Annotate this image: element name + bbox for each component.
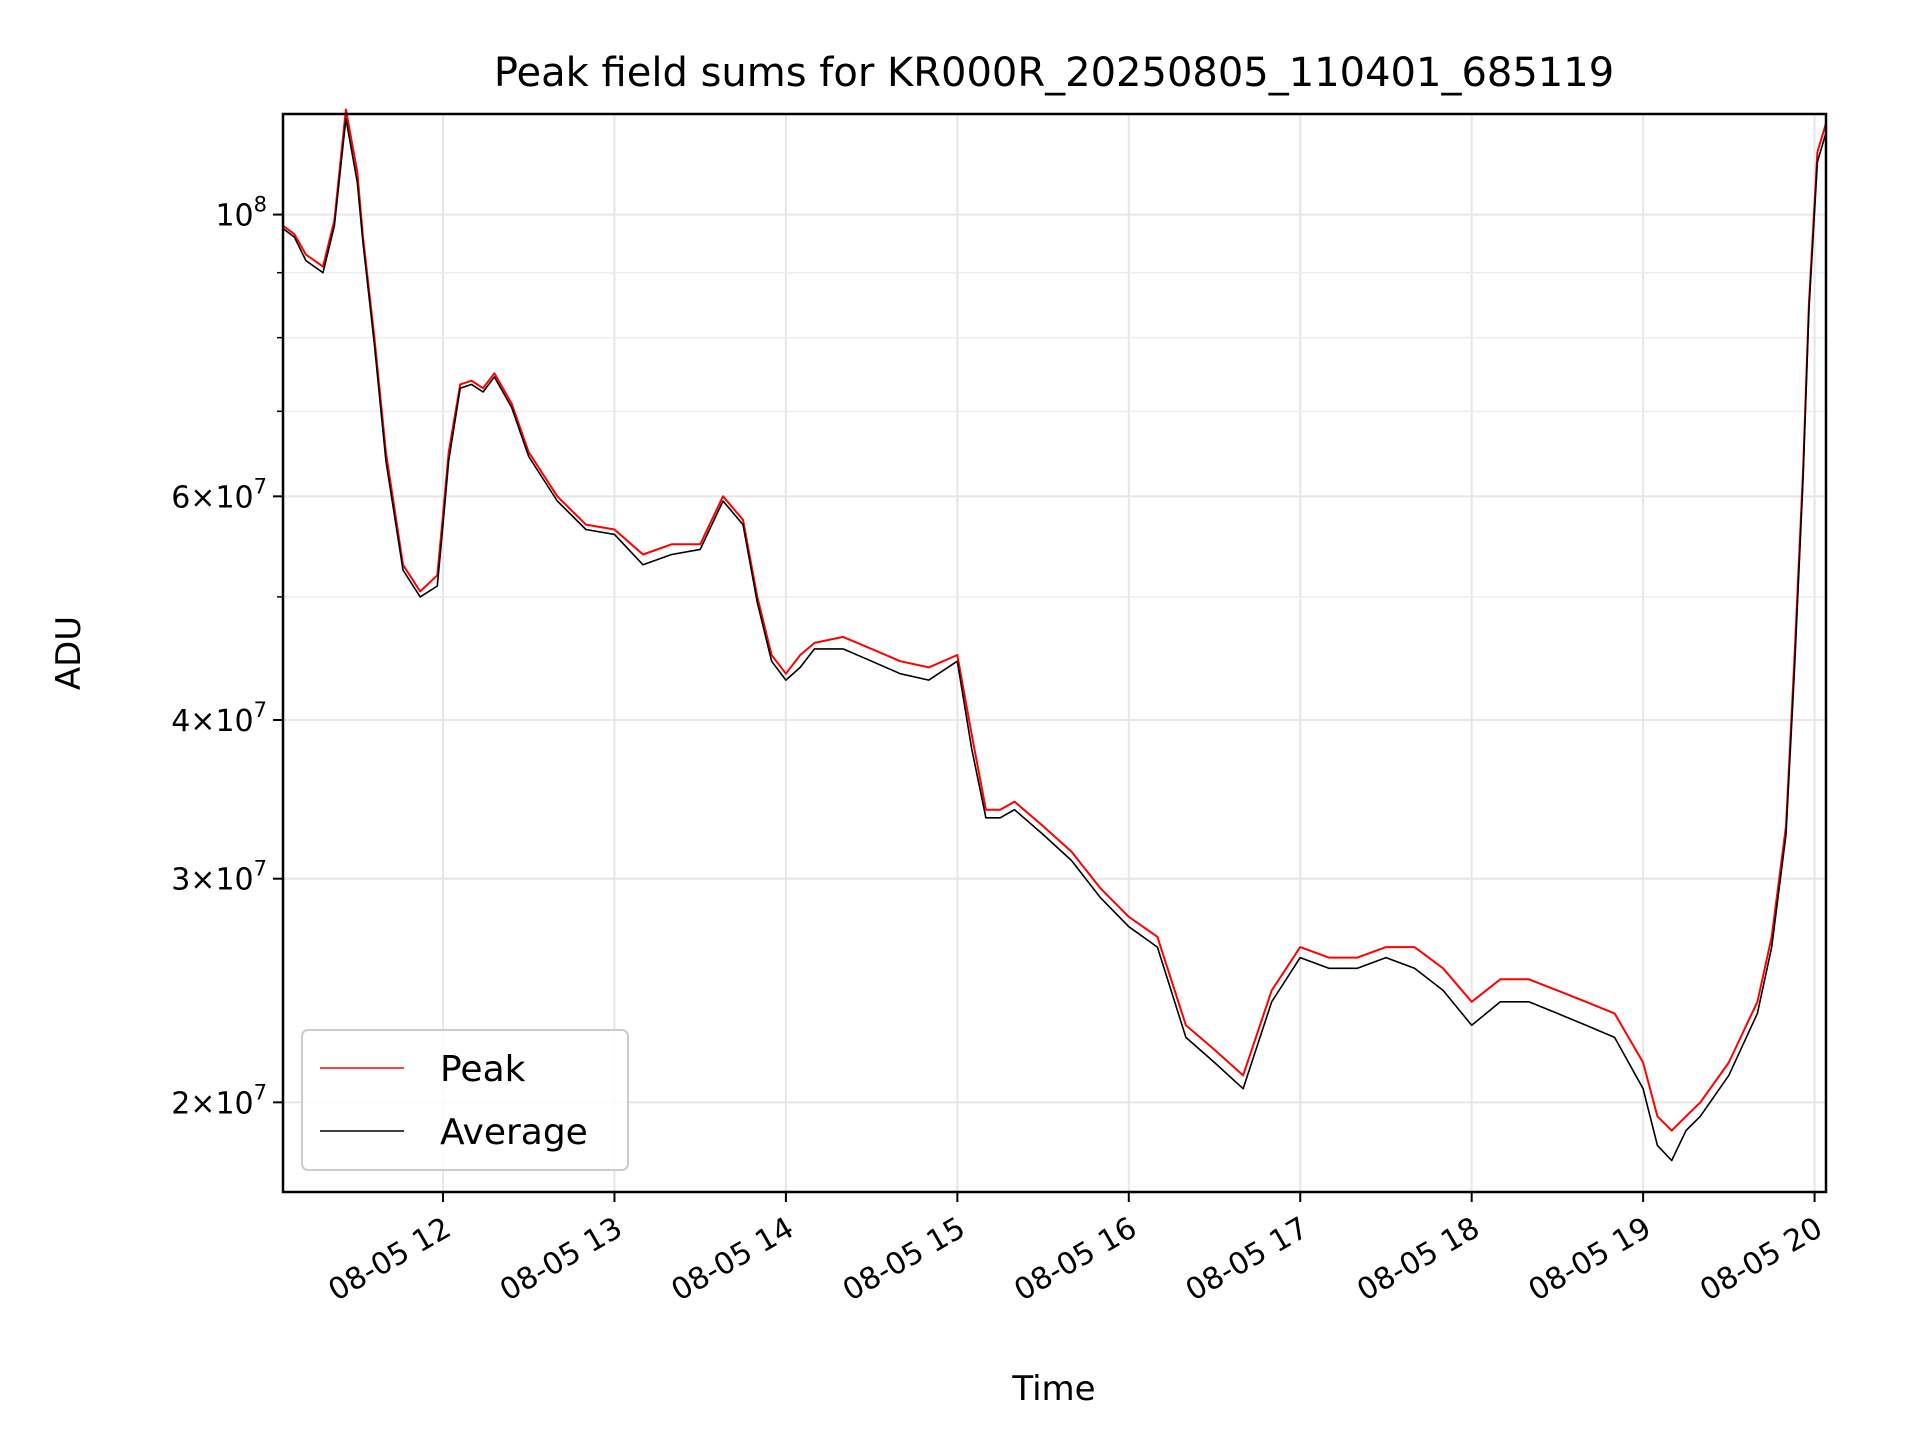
series-line-average [282, 117, 1827, 1162]
plot-area [282, 108, 1827, 1162]
y-tick-label-0: 108 [215, 193, 267, 234]
y-axis: 108 6×107 4×107 3×107 2×107 [171, 193, 283, 1121]
legend-label-peak: Peak [440, 1049, 526, 1090]
grid [283, 114, 1826, 1192]
y-tick-label-3: 3×107 [171, 857, 267, 898]
series-line-peak [282, 108, 1827, 1132]
y-tick-label-1: 6×107 [171, 474, 267, 515]
plot-frame [281, 112, 1828, 1194]
legend: Peak Average [301, 1029, 629, 1171]
y-tick-label-2: 4×107 [171, 698, 267, 739]
chart-title: Peak field sums for KR000R_20250805_1104… [494, 50, 1614, 96]
x-axis-label: Time [1011, 1369, 1095, 1409]
y-axis-label: ADU [49, 616, 89, 690]
legend-box [301, 1029, 629, 1171]
legend-label-average: Average [440, 1112, 588, 1153]
y-tick-label-4: 2×107 [171, 1080, 267, 1121]
